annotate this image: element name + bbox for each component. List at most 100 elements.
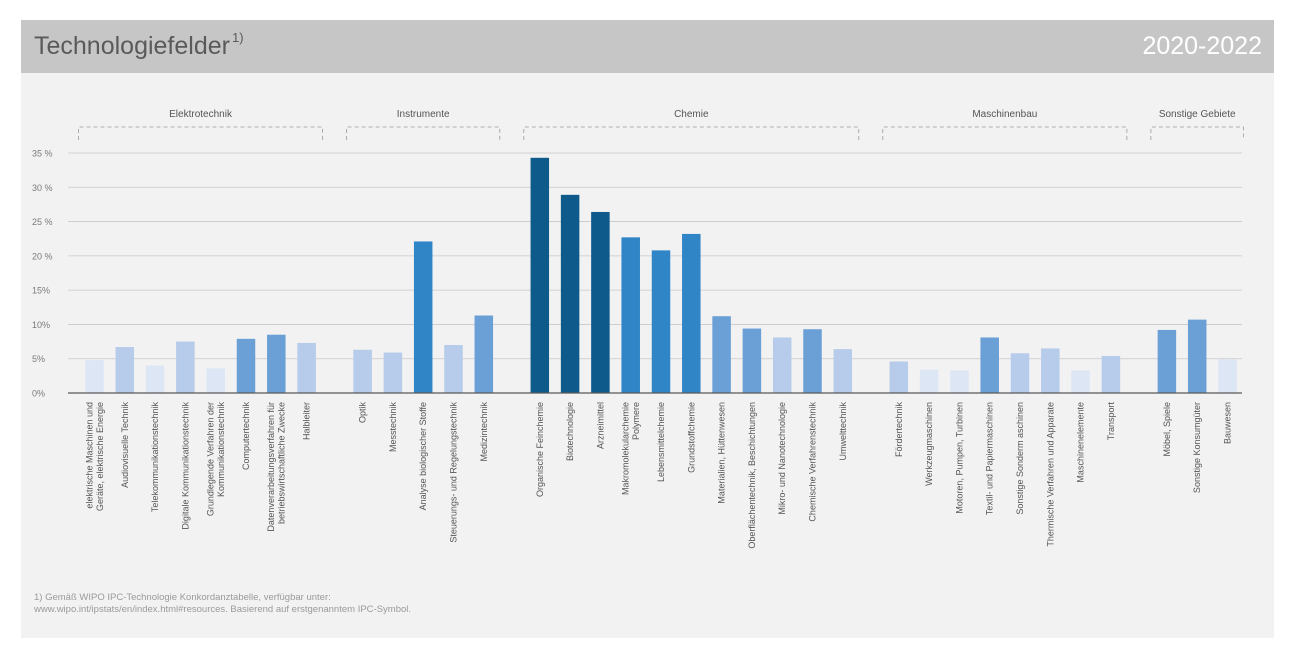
category-label: Medizintechnik (479, 402, 489, 462)
bar (146, 366, 165, 393)
bar (980, 337, 999, 393)
category-label-line: Bauwesen (1223, 402, 1233, 444)
chart-panel: Technologiefelder1) 2020-2022 0%5%10%15%… (21, 20, 1274, 638)
bar (591, 212, 610, 393)
category-label: Optik (358, 402, 368, 424)
bar (1011, 353, 1030, 393)
category-label-line: Werkzeugmaschinen (924, 402, 934, 486)
bar (1041, 348, 1060, 393)
y-tick-label: 15% (32, 286, 50, 296)
category-label-line: Oberflächentechnik, Beschichtungen (747, 402, 757, 549)
category-label: Datenverarbeitungsverfahren fürbetriebsw… (266, 402, 287, 532)
category-label-line: Sonstige Sonderm aschinen (1015, 402, 1025, 515)
category-label-line: Optik (358, 402, 368, 424)
category-label: Arzneimittel (595, 402, 605, 449)
bar (803, 329, 822, 393)
group-label: Maschinenbau (972, 109, 1037, 120)
category-label-line: Computertechnik (241, 402, 251, 471)
category-label: Lebensmittelchemie (656, 402, 666, 482)
y-tick-label: 25 % (32, 217, 53, 227)
category-label: MakromolekularchemiePolymere (620, 402, 641, 495)
category-label-line: Grundlegende Verfahren der (205, 402, 215, 516)
bar (353, 350, 372, 393)
category-label-line: Steuerungs- und Regelungstechnik (449, 402, 459, 543)
bar (206, 368, 225, 393)
bar (297, 343, 316, 393)
footnote: 1) Gemäß WIPO IPC-Technologie Konkordanz… (34, 592, 411, 616)
y-tick-label: 30 % (32, 183, 53, 193)
category-label: Audiovisuelle Technik (120, 402, 130, 488)
y-tick-label: 0% (32, 389, 45, 399)
category-label: Sonstige Konsumgüter (1192, 402, 1202, 493)
group-bracket (1151, 127, 1244, 140)
category-label: Fördertechnik (894, 402, 904, 458)
category-label-line: betriebswirtschaftliche Zwecke (277, 402, 287, 524)
category-label: Steuerungs- und Regelungstechnik (449, 402, 459, 543)
category-label-line: Geräte, elektrische Energie (95, 402, 105, 511)
footnote-line-2: www.wipo.int/ipstats/en/index.html#resou… (34, 604, 411, 616)
category-label-line: Umwelttechnik (838, 402, 848, 461)
category-label-line: Grundstoffchemie (686, 402, 696, 473)
category-label: Computertechnik (241, 402, 251, 471)
bar (621, 237, 640, 393)
category-label-line: Sonstige Konsumgüter (1192, 402, 1202, 493)
bar (475, 316, 494, 393)
category-label: Oberflächentechnik, Beschichtungen (747, 402, 757, 549)
group-bracket (79, 127, 323, 140)
bar (267, 335, 286, 393)
category-label: Telekommunikationstechnik (150, 402, 160, 513)
category-label-line: Medizintechnik (479, 402, 489, 462)
bar (1158, 330, 1177, 393)
bar (1102, 356, 1121, 393)
bar (834, 349, 853, 393)
bar (950, 370, 969, 393)
category-label: Maschinenelemente (1076, 402, 1086, 483)
category-label-line: Organische Feinchemie (535, 402, 545, 497)
category-label: Halbleiter (302, 402, 312, 440)
category-label-line: Arzneimittel (595, 402, 605, 449)
category-label: Analyse biologischer Stoffe (418, 402, 428, 510)
bar (743, 329, 762, 393)
category-label-line: Mikro- und Nanotechnologie (777, 402, 787, 515)
bar (561, 195, 580, 393)
group-label: Instrumente (397, 109, 450, 120)
category-label: Organische Feinchemie (535, 402, 545, 497)
category-label-line: Lebensmittelchemie (656, 402, 666, 482)
category-label: Digitale Kommunikationstechnik (180, 402, 190, 530)
category-label: Bauwesen (1223, 402, 1233, 444)
bar (384, 353, 403, 393)
category-label: Möbel, Spiele (1162, 402, 1172, 457)
y-tick-label: 20 % (32, 251, 53, 261)
category-label-line: Audiovisuelle Technik (120, 402, 130, 488)
category-label-line: Kommunikationstechnik (216, 402, 226, 498)
category-label-line: elektrische Maschinen und (84, 402, 94, 509)
y-tick-label: 10% (32, 320, 50, 330)
category-label-line: Halbleiter (302, 402, 312, 440)
category-label-line: Motoren, Pumpen, Turbinen (954, 402, 964, 514)
category-label: Motoren, Pumpen, Turbinen (954, 402, 964, 514)
bar (920, 370, 939, 393)
group-bracket (347, 127, 500, 140)
bar (712, 316, 731, 393)
category-label: Sonstige Sonderm aschinen (1015, 402, 1025, 515)
category-label-line: Textil- und Papiermaschinen (985, 402, 995, 515)
category-label: Transport (1106, 402, 1116, 441)
category-label-line: Fördertechnik (894, 402, 904, 458)
bar (444, 345, 463, 393)
bar-chart: 0%5%10%15%20 %25 %30 %35 %elektrische Ma… (21, 20, 1274, 638)
category-label: Textil- und Papiermaschinen (985, 402, 995, 515)
category-label-line: Polymere (631, 402, 641, 440)
bar (1188, 320, 1207, 393)
y-tick-label: 5% (32, 354, 45, 364)
group-label: Chemie (674, 109, 709, 120)
category-label: Thermische Verfahren und Apparate (1045, 402, 1055, 547)
bar (682, 234, 701, 393)
bar (773, 337, 792, 393)
category-label: Mikro- und Nanotechnologie (777, 402, 787, 515)
category-label-line: Transport (1106, 402, 1116, 441)
bar (237, 339, 256, 393)
bar (890, 361, 909, 393)
category-label: Grundlegende Verfahren derKommunikations… (205, 402, 226, 517)
category-label-line: Möbel, Spiele (1162, 402, 1172, 457)
category-label: Umwelttechnik (838, 402, 848, 461)
